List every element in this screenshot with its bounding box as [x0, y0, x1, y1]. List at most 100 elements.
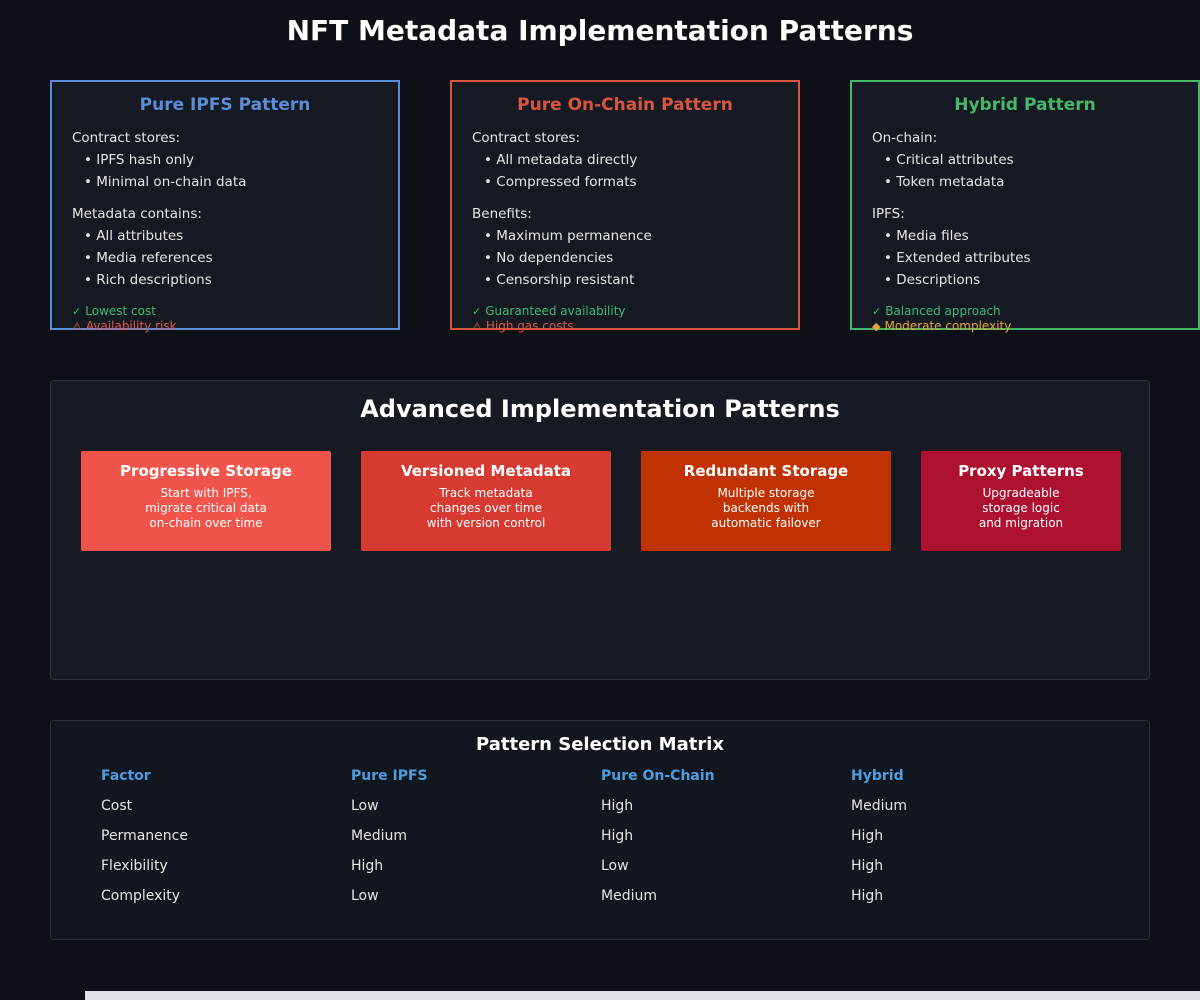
warning-icon: ⚠	[472, 320, 482, 333]
list-item: Minimal on-chain data	[72, 174, 378, 190]
matrix-cell: Low	[601, 858, 629, 874]
advanced-patterns-panel: Advanced Implementation Patterns Progres…	[50, 380, 1150, 680]
section-heading: On-chain:	[872, 130, 938, 146]
advanced-card-line: storage logic	[982, 501, 1060, 515]
advanced-panel-title: Advanced Implementation Patterns	[360, 395, 840, 423]
advanced-card-line: Upgradeable	[982, 486, 1060, 500]
matrix-title: Pattern Selection Matrix	[476, 734, 724, 755]
con-text: Moderate complexity	[884, 319, 1012, 333]
section-heading: Contract stores:	[472, 130, 581, 146]
list-item: Maximum permanence	[472, 228, 778, 244]
pattern-card-pure-ipfs: Pure IPFS Pattern Contract stores: IPFS …	[50, 80, 400, 333]
matrix-cell: High	[351, 858, 384, 874]
list-item: Media files	[872, 228, 1178, 244]
pro-line: ✓ Balanced approach	[872, 304, 1178, 319]
matrix-row: Cost Low High Medium	[101, 791, 1109, 821]
advanced-card-line: Track metadata	[439, 486, 533, 500]
matrix-row: Flexibility High Low High	[101, 851, 1109, 881]
matrix-cell: Cost	[101, 798, 133, 814]
matrix-cell: Flexibility	[101, 858, 168, 874]
card-section: IPFS: Media files Extended attributes De…	[872, 206, 1178, 294]
page-title: NFT Metadata Implementation Patterns	[286, 14, 914, 47]
pattern-card-pure-onchain: Pure On-Chain Pattern Contract stores: A…	[450, 80, 800, 333]
con-text: Availability risk	[85, 319, 177, 333]
section-heading: IPFS:	[872, 206, 905, 222]
list-item: Token metadata	[872, 174, 1178, 190]
advanced-card-line: backends with	[722, 501, 810, 515]
matrix-cell: High	[851, 828, 884, 844]
advanced-card-line: with version control	[426, 516, 546, 530]
list-item: No dependencies	[472, 250, 778, 266]
matrix-row: Permanence Medium High High	[101, 821, 1109, 851]
list-item: Extended attributes	[872, 250, 1178, 266]
card-footer: ✓ Lowest cost ⚠ Availability risk	[72, 304, 378, 334]
check-icon: ✓	[72, 305, 82, 318]
matrix-header-cell: Pure IPFS	[351, 768, 428, 784]
card-footer: ✓ Balanced approach ◆ Moderate complexity	[872, 304, 1178, 334]
matrix-cell: Medium	[851, 798, 907, 814]
advanced-card-line: migrate critical data	[145, 501, 267, 515]
list-item: Media references	[72, 250, 378, 266]
matrix-header-row: Factor Pure IPFS Pure On-Chain Hybrid	[101, 761, 1109, 791]
list-item: All attributes	[72, 228, 378, 244]
list-item: IPFS hash only	[72, 152, 378, 168]
matrix-cell: High	[601, 828, 634, 844]
matrix-cell: Low	[351, 888, 379, 904]
con-line: ◆ Moderate complexity	[872, 319, 1178, 334]
advanced-card-line: Multiple storage	[717, 486, 815, 500]
advanced-card-versioned-metadata: Versioned Metadata Track metadata change…	[361, 451, 611, 551]
pattern-card-title: Hybrid Pattern	[954, 95, 1096, 115]
matrix-cell: Medium	[601, 888, 657, 904]
pattern-card-hybrid: Hybrid Pattern On-chain: Critical attrib…	[850, 80, 1200, 333]
section-heading: Benefits:	[472, 206, 532, 222]
pattern-card-title: Pure IPFS Pattern	[139, 95, 311, 115]
matrix-cell: Low	[351, 798, 379, 814]
check-icon: ✓	[472, 305, 482, 318]
matrix-cell: Medium	[351, 828, 407, 844]
list-item: Critical attributes	[872, 152, 1178, 168]
pro-text: Guaranteed availability	[485, 304, 626, 318]
advanced-card-line: and migration	[978, 516, 1064, 530]
advanced-card-title: Progressive Storage	[120, 462, 292, 480]
matrix-cell: Permanence	[101, 828, 188, 844]
section-heading: Contract stores:	[72, 130, 181, 146]
pattern-card-title: Pure On-Chain Pattern	[517, 95, 733, 115]
bottom-edge-element	[85, 991, 1200, 1000]
card-section: On-chain: Critical attributes Token meta…	[872, 130, 1178, 196]
list-item: Compressed formats	[472, 174, 778, 190]
card-section: Contract stores: All metadata directly C…	[472, 130, 778, 196]
advanced-card-title: Redundant Storage	[683, 462, 849, 480]
advanced-card-title: Versioned Metadata	[400, 462, 572, 480]
section-heading: Metadata contains:	[72, 206, 202, 222]
con-line: ⚠ High gas costs	[472, 319, 778, 334]
list-item: Rich descriptions	[72, 272, 378, 288]
diamond-icon: ◆	[872, 320, 881, 333]
matrix-cell: Complexity	[101, 888, 181, 904]
con-line: ⚠ Availability risk	[72, 319, 378, 334]
advanced-card-line: automatic failover	[711, 516, 821, 530]
con-text: High gas costs	[485, 319, 574, 333]
matrix-header-cell: Hybrid	[851, 768, 904, 784]
card-section: Contract stores: IPFS hash only Minimal …	[72, 130, 378, 196]
matrix-header-cell: Factor	[101, 768, 151, 784]
advanced-card-title: Proxy Patterns	[958, 462, 1084, 480]
advanced-card-progressive-storage: Progressive Storage Start with IPFS, mig…	[81, 451, 331, 551]
advanced-card-line: changes over time	[430, 501, 542, 515]
pro-line: ✓ Lowest cost	[72, 304, 378, 319]
matrix-header-cell: Pure On-Chain	[601, 768, 715, 784]
matrix-row: Complexity Low Medium High	[101, 881, 1109, 911]
advanced-card-line: on-chain over time	[149, 516, 263, 530]
advanced-card-proxy-patterns: Proxy Patterns Upgradeable storage logic…	[921, 451, 1121, 551]
advanced-card-redundant-storage: Redundant Storage Multiple storage backe…	[641, 451, 891, 551]
card-section: Benefits: Maximum permanence No dependen…	[472, 206, 778, 294]
advanced-card-line: Start with IPFS,	[160, 486, 252, 500]
matrix-table: Factor Pure IPFS Pure On-Chain Hybrid Co…	[101, 761, 1109, 911]
check-icon: ✓	[872, 305, 882, 318]
matrix-cell: High	[851, 858, 884, 874]
card-footer: ✓ Guaranteed availability ⚠ High gas costs	[472, 304, 778, 334]
card-section: Metadata contains: All attributes Media …	[72, 206, 378, 294]
pro-text: Balanced approach	[885, 304, 1001, 318]
list-item: Descriptions	[872, 272, 1178, 288]
pattern-selection-matrix-panel: Pattern Selection Matrix Factor Pure IPF…	[50, 720, 1150, 940]
list-item: Censorship resistant	[472, 272, 778, 288]
